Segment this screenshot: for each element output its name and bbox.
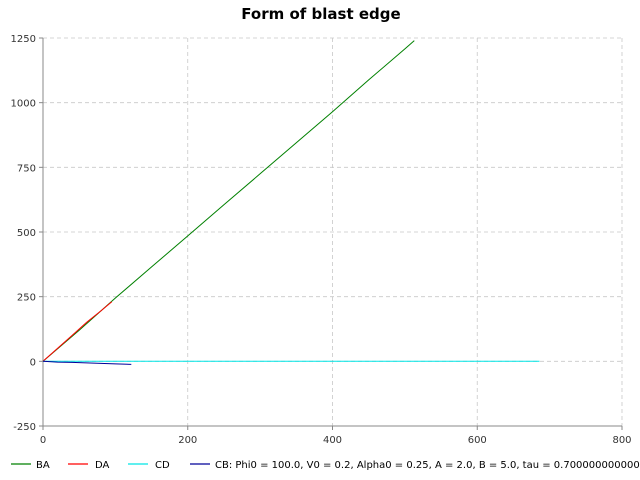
y-tick-label: 1250 [11,34,36,45]
x-tick-label: 400 [323,435,342,446]
x-tick-label: 600 [468,435,487,446]
axes: 0 200 400 600 800 -250 0 250 500 750 1000 1250 [11,34,632,446]
y-tick-label: 250 [17,293,36,304]
legend-label-da: DA [95,460,110,471]
y-tick-label: -250 [13,422,36,433]
series-line-da [42,301,113,362]
series-line-cb [42,360,132,365]
y-tick-label: 1000 [11,99,36,110]
legend-label-cd: CD [155,460,170,471]
legend-label-ba: BA [36,460,50,471]
y-tick-label: 0 [30,357,36,368]
x-tick-label: 200 [178,435,197,446]
y-tick-label: 500 [17,228,36,239]
x-tick-label: 800 [612,435,631,446]
y-tick-label: 750 [17,163,36,174]
grid [43,37,623,426]
legend: BA DA CD CB: Phi0 = 100.0, V0 = 0.2, Alpha0… [11,460,640,471]
chart-title: Form of blast edge [241,5,400,23]
series-layer [42,40,540,365]
x-tick-label: 0 [40,435,46,446]
legend-label-cb: CB: Phi0 = 100.0, V0 = 0.2, Alpha0 = 0.2… [215,460,640,471]
